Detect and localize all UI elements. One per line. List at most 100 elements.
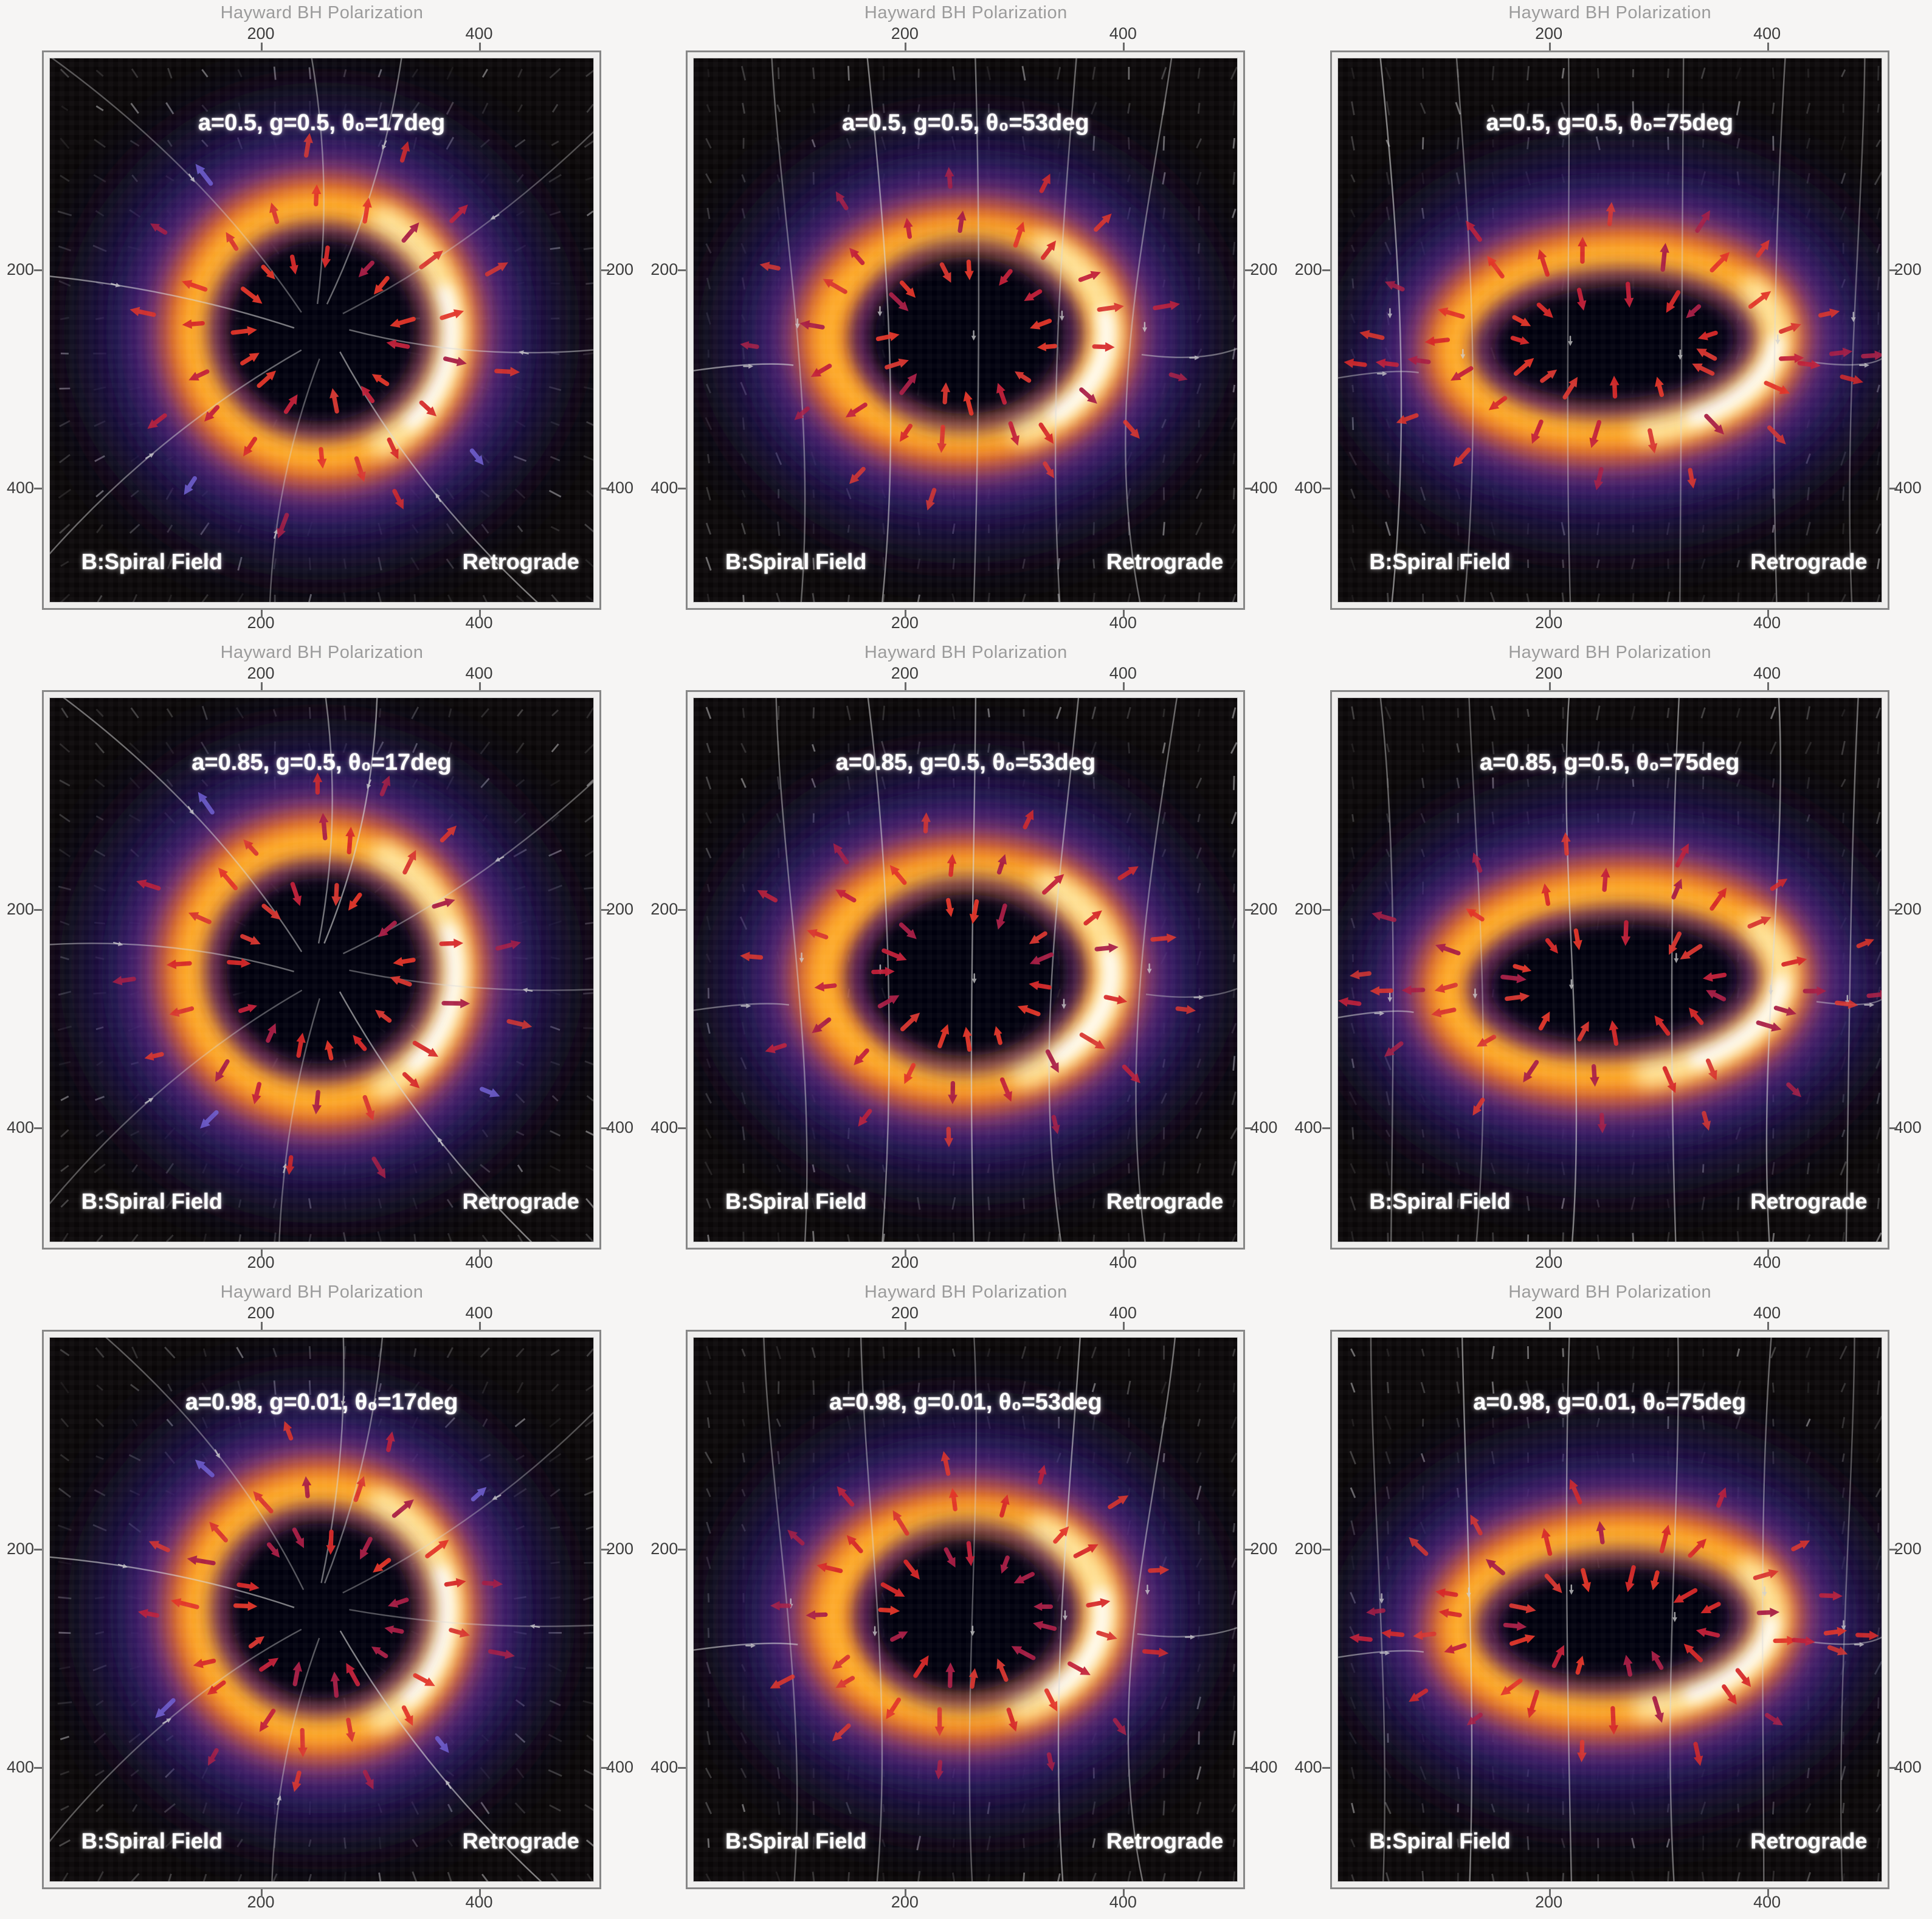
axis-tick-label-right-400: 400: [1250, 1758, 1278, 1776]
tick-mark: [1548, 682, 1551, 690]
tick-mark: [1123, 682, 1125, 690]
tick-mark: [1548, 1250, 1551, 1257]
direction-label: Retrograde: [462, 1189, 579, 1214]
param-label: a=0.98, g=0.01, θ₀=17deg: [185, 1389, 458, 1415]
black-hole-image: a=0.5, g=0.5, θ₀=75deg B:Spiral Field Re…: [1337, 58, 1882, 603]
polarization-panel: Hayward BH Polarization 200 400 200 400 …: [0, 0, 644, 640]
param-label: a=0.85, g=0.5, θ₀=75deg: [1479, 749, 1740, 775]
direction-label: Retrograde: [1106, 549, 1224, 575]
tick-mark: [1245, 269, 1254, 271]
tick-mark: [905, 1250, 907, 1257]
direction-label: Retrograde: [462, 549, 579, 575]
param-label: a=0.5, g=0.5, θ₀=17deg: [198, 109, 446, 136]
tick-mark: [34, 488, 42, 489]
polarization-panel: Hayward BH Polarization 200 400 200 400 …: [1288, 640, 1932, 1279]
param-label: a=0.98, g=0.01, θ₀=75deg: [1473, 1389, 1746, 1415]
tick-mark: [479, 682, 481, 690]
tick-mark: [905, 1322, 907, 1330]
tick-mark: [601, 488, 609, 489]
panel-title: Hayward BH Polarization: [220, 643, 424, 662]
axis-tick-label-top-400: 400: [465, 1304, 493, 1322]
field-label: B:Spiral Field: [1369, 549, 1511, 575]
plot-frame: a=0.85, g=0.5, θ₀=17deg B:Spiral Field R…: [34, 682, 609, 1257]
polarization-panel: Hayward BH Polarization 200 400 200 400 …: [1288, 1279, 1932, 1919]
param-label: a=0.5, g=0.5, θ₀=53deg: [842, 109, 1089, 136]
tick-mark: [1322, 269, 1330, 271]
panel-title: Hayward BH Polarization: [864, 1282, 1068, 1302]
tick-mark: [261, 682, 263, 690]
tick-mark: [678, 488, 686, 489]
axis-tick-label-top-200: 200: [247, 664, 275, 682]
tick-mark: [479, 43, 481, 50]
polarization-art: [1337, 698, 1882, 1242]
tick-mark: [1245, 1549, 1254, 1551]
axis-tick-label-right-200: 200: [1894, 1540, 1922, 1558]
tick-mark: [479, 1889, 481, 1897]
polarization-art: [694, 698, 1238, 1242]
tick-mark: [678, 1127, 686, 1129]
tick-mark: [1245, 1127, 1254, 1129]
axis-tick-label-left-200: 200: [650, 900, 678, 918]
tick-mark: [905, 682, 907, 690]
tick-mark: [1767, 1250, 1769, 1257]
tick-mark: [34, 1127, 42, 1129]
axis-tick-label-top-200: 200: [247, 24, 275, 43]
tick-mark: [678, 1549, 686, 1551]
polarization-art: [694, 58, 1238, 602]
tick-mark: [1767, 1889, 1769, 1897]
tick-mark: [34, 909, 42, 911]
tick-mark: [1322, 1767, 1330, 1769]
tick-mark: [678, 909, 686, 911]
direction-label: Retrograde: [462, 1828, 579, 1854]
axis-tick-label-top-400: 400: [465, 664, 493, 682]
axis-tick-label-top-400: 400: [1753, 24, 1781, 43]
direction-label: Retrograde: [1750, 549, 1868, 575]
axis-tick-label-top-200: 200: [1535, 664, 1563, 682]
tick-mark: [1767, 610, 1769, 618]
tick-mark: [479, 610, 481, 618]
direction-label: Retrograde: [1106, 1189, 1224, 1214]
axis-tick-label-top-400: 400: [1753, 664, 1781, 682]
axis-tick-label-right-400: 400: [606, 1758, 634, 1776]
tick-mark: [1767, 682, 1769, 690]
axis-tick-label-right-400: 400: [1894, 1758, 1922, 1776]
field-label: B:Spiral Field: [1369, 1189, 1511, 1214]
axis-tick-label-top-200: 200: [1535, 1304, 1563, 1322]
polarization-art: [50, 698, 593, 1242]
field-label: B:Spiral Field: [725, 1828, 867, 1854]
plot-frame: a=0.5, g=0.5, θ₀=53deg B:Spiral Field Re…: [678, 43, 1254, 618]
tick-mark: [1889, 488, 1897, 489]
polarization-art: [50, 1338, 593, 1881]
tick-mark: [34, 1767, 42, 1769]
plot-frame: a=0.85, g=0.5, θ₀=75deg B:Spiral Field R…: [1322, 682, 1897, 1257]
axis-tick-label-right-400: 400: [1894, 1118, 1922, 1136]
polarization-panel: Hayward BH Polarization 200 400 200 400 …: [644, 1279, 1288, 1919]
plot-frame: a=0.98, g=0.01, θ₀=17deg B:Spiral Field …: [34, 1322, 609, 1897]
axis-tick-label-top-200: 200: [247, 1304, 275, 1322]
tick-mark: [678, 269, 686, 271]
axis-tick-label-top-400: 400: [1109, 664, 1137, 682]
axis-tick-label-right-400: 400: [1250, 1118, 1278, 1136]
plot-frame: a=0.85, g=0.5, θ₀=53deg B:Spiral Field R…: [678, 682, 1254, 1257]
black-hole-image: a=0.5, g=0.5, θ₀=53deg B:Spiral Field Re…: [693, 58, 1238, 603]
axis-tick-label-left-200: 200: [1294, 1540, 1322, 1558]
axis-tick-label-top-200: 200: [891, 1304, 919, 1322]
plot-frame: a=0.5, g=0.5, θ₀=17deg B:Spiral Field Re…: [34, 43, 609, 618]
tick-mark: [601, 269, 609, 271]
black-hole-image: a=0.98, g=0.01, θ₀=53deg B:Spiral Field …: [693, 1337, 1238, 1882]
plot-frame: a=0.98, g=0.01, θ₀=53deg B:Spiral Field …: [678, 1322, 1254, 1897]
tick-mark: [678, 1767, 686, 1769]
tick-mark: [601, 909, 609, 911]
axis-tick-label-right-400: 400: [1250, 479, 1278, 497]
tick-mark: [1548, 610, 1551, 618]
tick-mark: [479, 1322, 481, 1330]
tick-mark: [261, 610, 263, 618]
tick-mark: [1548, 43, 1551, 50]
polarization-art: [50, 58, 593, 602]
axis-tick-label-right-200: 200: [1250, 1540, 1278, 1558]
axis-tick-label-left-200: 200: [6, 900, 34, 918]
tick-mark: [261, 1322, 263, 1330]
field-label: B:Spiral Field: [81, 1189, 223, 1214]
axis-tick-label-top-400: 400: [465, 24, 493, 43]
tick-mark: [1767, 43, 1769, 50]
